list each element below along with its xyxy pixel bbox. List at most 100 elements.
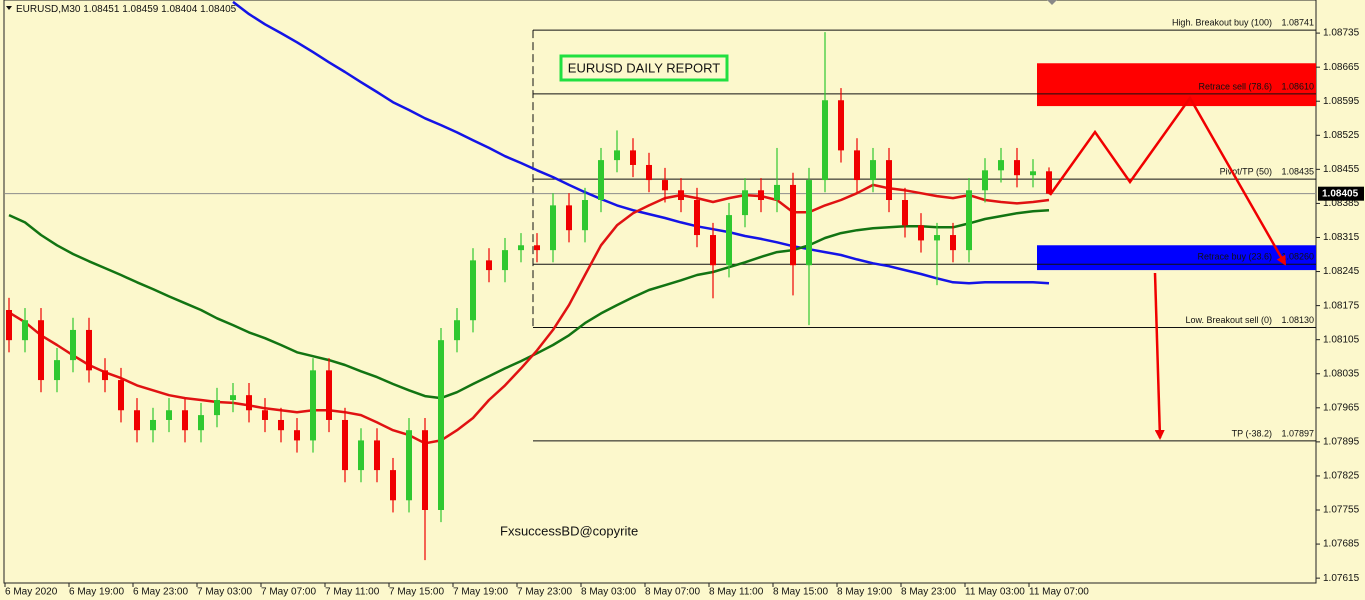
candle-body <box>326 370 332 420</box>
level-value: 1.08435 <box>1281 166 1314 176</box>
level-value: 1.08741 <box>1281 18 1314 28</box>
y-tick-label: 1.07825 <box>1323 471 1360 482</box>
candle-body <box>822 100 828 181</box>
candle-body <box>966 190 972 251</box>
candle-body <box>278 419 284 431</box>
candle-body <box>790 184 796 266</box>
candle-body <box>662 180 668 191</box>
candle-body <box>310 370 316 441</box>
last-close: 1.08405 <box>200 4 237 15</box>
candle-body <box>454 320 460 341</box>
moving-average <box>8 208 1050 400</box>
candle-body <box>950 235 956 251</box>
moving-average <box>232 0 1050 285</box>
candle-body <box>102 370 108 381</box>
candle-body <box>598 160 604 201</box>
candle-body <box>166 410 172 420</box>
x-tick-label: 7 May 19:00 <box>453 587 508 598</box>
level-name: High. Breakout buy (100) <box>1172 18 1272 28</box>
candle-body <box>422 430 428 511</box>
candle-body <box>902 200 908 226</box>
candle-body <box>230 395 236 401</box>
plot-frame <box>3 0 1317 584</box>
candle-body <box>38 320 44 381</box>
candle-body <box>854 150 860 181</box>
current-price-box <box>1318 186 1364 201</box>
y-tick-label: 1.08735 <box>1323 28 1360 39</box>
symbol: EURUSD,M30 <box>16 4 81 15</box>
line-group <box>8 0 1050 445</box>
candle-body <box>358 440 364 471</box>
candle-body <box>518 245 524 251</box>
title-box <box>559 54 729 82</box>
last-high: 1.08459 <box>122 4 159 15</box>
candle-body <box>262 410 268 420</box>
candle-body <box>870 160 876 181</box>
candle-body <box>486 260 492 271</box>
y-tick-label: 1.08175 <box>1323 300 1360 311</box>
plot-layer: High. Breakout buy (100) 1.08741 Retrace s… <box>3 0 1364 598</box>
moving-average <box>8 183 1050 445</box>
y-tick-label: 1.08665 <box>1323 62 1360 73</box>
candle-body <box>470 260 476 321</box>
y-tick-label: 1.08245 <box>1323 266 1360 277</box>
x-tick-label: 8 May 11:00 <box>709 587 764 598</box>
y-tick-label: 1.08035 <box>1323 368 1360 379</box>
candle-body <box>70 329 76 361</box>
candle-body <box>710 235 716 266</box>
level-name: Retrace buy (23.6) <box>1197 252 1272 262</box>
level-name: Low. Breakout sell (0) <box>1185 315 1272 325</box>
x-tick-label: 8 May 23:00 <box>901 587 956 598</box>
level-value: 1.08130 <box>1281 315 1314 325</box>
scenario-arrow <box>1048 95 1287 266</box>
candle-body <box>6 309 12 341</box>
chart-title: EURUSD DAILY REPORT <box>568 60 720 75</box>
tp-arrow <box>1153 272 1165 440</box>
header: EURUSD,M30 1.08451 1.08459 1.08404 1.084… <box>16 4 237 15</box>
x-tick-label: 6 May 19:00 <box>69 587 124 598</box>
watermark: FxsuccessBD@copyrite <box>500 523 638 538</box>
x-tick-label: 11 May 07:00 <box>1029 587 1089 598</box>
candle-body <box>406 430 412 501</box>
candle-body <box>374 440 380 471</box>
arrows <box>1048 95 1287 440</box>
candle-body <box>918 225 924 241</box>
x-tick-label: 8 May 07:00 <box>645 587 700 598</box>
zone <box>1037 245 1316 271</box>
candle-body <box>678 190 684 201</box>
level-value: 1.08610 <box>1281 81 1314 91</box>
candle-body <box>806 180 812 266</box>
y-tick-label: 1.08315 <box>1323 232 1360 243</box>
candle-body <box>694 200 700 236</box>
y-tick-label: 1.07755 <box>1323 505 1360 516</box>
x-tick-label: 7 May 15:00 <box>389 587 444 598</box>
x-tick-label: 7 May 11:00 <box>325 587 380 598</box>
x-tick-label: 7 May 23:00 <box>517 587 572 598</box>
candle-body <box>886 160 892 201</box>
y-tick-label: 1.08105 <box>1323 334 1360 345</box>
candle-body <box>502 250 508 271</box>
y-tick-label: 1.08595 <box>1323 96 1360 107</box>
candle-body <box>118 380 124 411</box>
candle-body <box>182 410 188 431</box>
candle-body <box>566 205 572 231</box>
x-tick-label: 6 May 2020 <box>5 587 58 598</box>
candle-body <box>982 170 988 191</box>
current-price-label: 1.08405 <box>1322 188 1359 199</box>
level-name: TP (-38.2) <box>1232 428 1272 438</box>
shift-marker <box>1047 0 1057 5</box>
candle-body <box>438 340 444 511</box>
candle-body <box>726 215 732 266</box>
last-low: 1.08404 <box>161 4 198 15</box>
candle-body <box>630 150 636 165</box>
y-tick-label: 1.07615 <box>1323 573 1360 584</box>
candle-body <box>774 184 780 201</box>
x-tick-label: 8 May 15:00 <box>773 587 828 598</box>
candle-body <box>1046 171 1052 194</box>
candle-body <box>934 235 940 241</box>
last-open: 1.08451 <box>83 4 120 15</box>
y-tick-label: 1.07895 <box>1323 437 1360 448</box>
candle-body <box>1014 160 1020 176</box>
candle-body <box>246 395 252 411</box>
